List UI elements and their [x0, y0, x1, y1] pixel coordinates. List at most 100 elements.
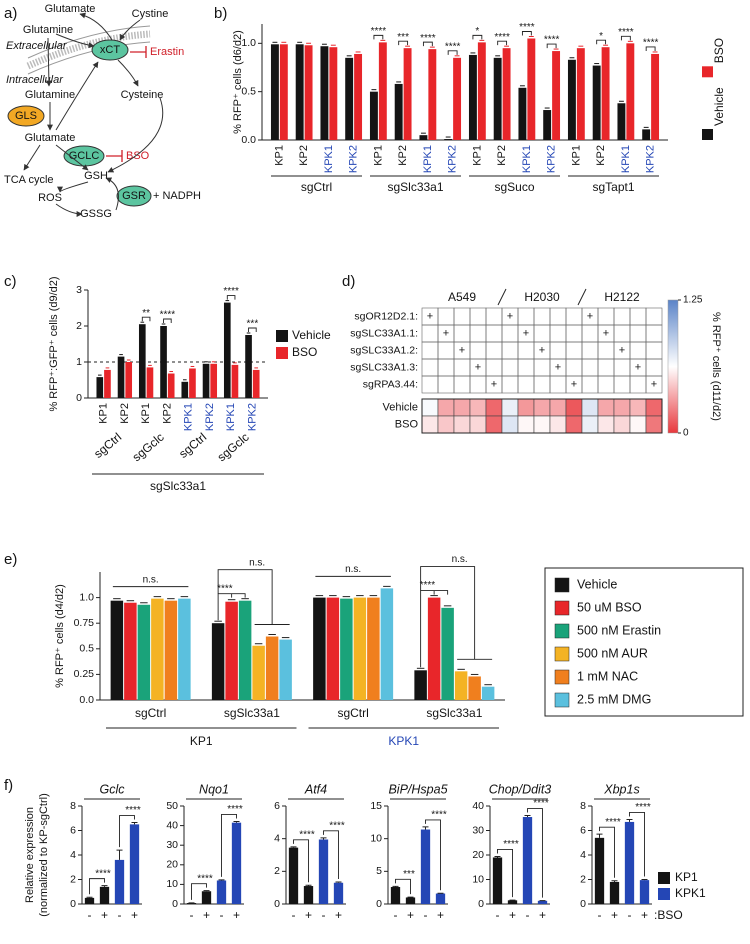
y-axis-label: % RFP⁺:GFP⁺ cells (d9/d2) — [48, 276, 60, 411]
legend-swatch — [554, 623, 570, 639]
design-cell — [421, 324, 439, 343]
heat-cell — [485, 398, 503, 417]
x-tick-label: KPK2 — [546, 145, 558, 173]
significance-bracket — [527, 808, 543, 898]
x-tick-label: + — [203, 908, 210, 922]
design-cell — [597, 307, 615, 326]
bar — [454, 671, 468, 700]
chart-title: Atf4 — [304, 782, 327, 796]
design-cell — [565, 358, 583, 377]
design-cell — [421, 358, 439, 377]
significance-bracket — [420, 590, 449, 668]
bar — [651, 53, 660, 140]
row-label: sgSLC33A1.1: — [350, 327, 418, 339]
y-tick-label: 50 — [166, 800, 178, 812]
bar — [403, 48, 412, 140]
error-bar — [596, 833, 603, 838]
significance-bracket — [599, 826, 615, 878]
bar — [537, 900, 548, 904]
significance-bracket — [425, 819, 441, 891]
significance-bracket — [119, 815, 135, 848]
bar — [414, 670, 427, 700]
bar — [151, 598, 164, 700]
error-bar — [494, 855, 501, 858]
design-cell — [629, 307, 647, 326]
x-tick-label: KPK1 — [183, 403, 195, 431]
design-cell — [533, 375, 551, 394]
design-cell — [613, 375, 631, 394]
inhibition — [130, 46, 147, 58]
cell-line-label: KPK1 — [388, 734, 419, 748]
significance-label: n.s. — [249, 557, 265, 568]
row-label: sgOR12D2.1: — [354, 310, 418, 322]
significance-label: **** — [618, 27, 634, 38]
x-tick-label: - — [424, 908, 428, 922]
row-label: sgSLC33A1.3: — [350, 361, 418, 373]
bar — [594, 837, 605, 904]
panel-label: b) — [214, 5, 227, 22]
panel-label: d) — [342, 273, 355, 290]
significance-label: **** — [227, 804, 243, 815]
bar — [138, 324, 146, 398]
significance-label: **** — [371, 26, 387, 37]
design-cell — [629, 324, 647, 343]
significance-bracket — [497, 849, 513, 898]
design-mark: + — [651, 378, 657, 390]
design-cell — [517, 375, 535, 394]
bar — [99, 886, 110, 904]
diagram-label: TCA cycle — [4, 174, 54, 186]
design-cell — [437, 358, 455, 377]
y-tick-label: 20 — [472, 849, 484, 861]
design-cell — [469, 307, 487, 326]
design-mark: + — [619, 344, 625, 356]
bar — [329, 47, 338, 141]
heat-cell — [597, 398, 615, 417]
significance-label: n.s. — [143, 574, 159, 585]
heat-cell — [533, 415, 551, 434]
node-gls — [7, 105, 45, 127]
group-label: sgSuco — [494, 180, 534, 194]
bar — [427, 597, 441, 700]
bar — [639, 880, 650, 904]
x-tick-label: + — [641, 908, 648, 922]
bar — [601, 47, 610, 141]
x-tick-label: KPK1 — [422, 145, 434, 173]
panel-a: a) Glutamate Glutamine Cystine Extracell… — [4, 3, 201, 220]
bar — [225, 601, 238, 700]
legend-swatch — [276, 330, 288, 342]
bar — [279, 44, 288, 140]
x-tick-label: KPK2 — [645, 145, 657, 173]
arrow — [117, 59, 139, 87]
heat-cell — [421, 415, 439, 434]
bar — [492, 857, 503, 904]
design-cell — [517, 341, 535, 360]
arrow — [79, 12, 113, 41]
x-tick-label: + — [131, 908, 138, 922]
error-bar — [422, 826, 429, 830]
bar — [211, 623, 225, 700]
bar — [502, 48, 511, 140]
bar — [124, 602, 137, 700]
y-tick-label: 15 — [370, 800, 382, 812]
node-gsr — [116, 185, 152, 207]
bar — [626, 43, 635, 141]
heat-cell — [453, 398, 471, 417]
group-label: sgSlc33a1 — [426, 706, 482, 720]
column-group-label: H2030 — [524, 290, 560, 304]
y-tick-label: 0.25 — [74, 668, 95, 680]
heat-cell — [549, 415, 567, 434]
bar — [117, 356, 125, 398]
bar — [419, 135, 428, 140]
y-axis-label: % RFP⁺ cells (d4/d2) — [54, 584, 66, 688]
legend-label: Vehicle — [712, 87, 726, 126]
design-cell — [549, 341, 567, 360]
x-tick-label: - — [292, 908, 296, 922]
group-label: sgTapt1 — [592, 180, 634, 194]
bar — [367, 597, 380, 700]
bar — [592, 65, 601, 140]
chart-title: Nqo1 — [199, 782, 229, 796]
legend-label: 1 mM NAC — [577, 669, 638, 683]
x-tick-label: KPK1 — [225, 403, 237, 431]
y-tick-label: 1 — [76, 356, 82, 368]
bar — [295, 44, 304, 140]
